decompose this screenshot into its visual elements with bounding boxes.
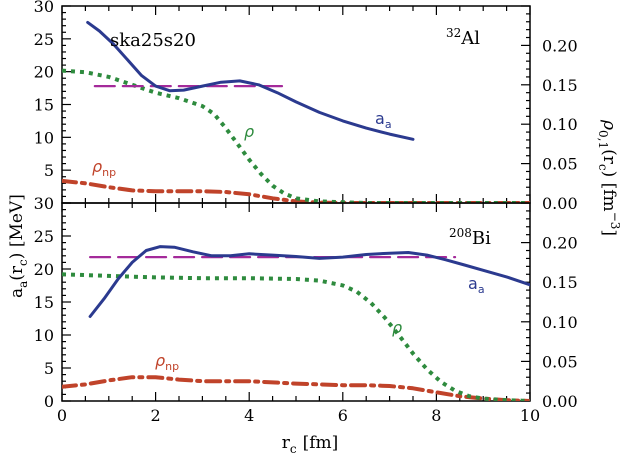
series-label-main: ρ [92,157,102,176]
y-right-tick-label: 0.05 [542,352,578,371]
x-axis-title-main: r [282,433,291,453]
x-tick-label: 6 [338,406,348,425]
rhonp-curve [62,375,530,401]
series-label-main: ρ [392,318,402,337]
series-label-main: ρ [155,351,165,370]
series-label-sub: a [385,118,392,131]
nucleus-mass: 32 [446,26,461,40]
x-tick-label: 10 [520,406,540,425]
y-right-sup: −3 [608,212,622,230]
rho-curve [62,68,530,203]
x-axis-title-unit: [fm] [303,433,339,453]
nucleus-mass: 208 [449,226,472,240]
y-right-tick-label: 0.10 [542,313,578,332]
x-axis-title-sub: c [290,442,297,456]
y-axis-left-title: aa(rc) [MeV] [7,194,30,298]
x-tick-label: 4 [244,406,254,425]
y-right-tick-label: 0.15 [542,76,578,95]
panel-top: 510152025300.000.050.100.150.20aaρρnpska… [34,0,578,213]
series-label: aa [468,274,485,296]
nucleus-symbol: Bi [472,228,491,249]
y-left-tick-label: 30 [34,194,54,213]
nucleus-symbol: Al [460,28,480,49]
y-left-tick-label: 10 [34,326,54,345]
y-left-main: a [7,288,27,298]
y-right-end: ) [fm [599,171,619,212]
y-left-tick-label: 5 [44,359,54,378]
y-left-tick-label: 15 [34,293,54,312]
aa-curve [86,20,415,141]
y-axis-right-title: ρ0,1(rc) [fm−3] [596,119,622,236]
y-right-close: ] [599,229,619,236]
nucleus-label: 208Bi [449,226,491,249]
y-left-tick-label: 0 [44,392,54,411]
y-left-tick-label: 15 [34,96,54,115]
series-label: ρnp [155,351,179,373]
y-left-tick-label: 30 [34,0,54,16]
model-name: ska25s20 [110,30,196,51]
series-label-sub: np [102,166,116,179]
series-label-sub: np [165,360,179,373]
series-label-main: a [468,274,478,293]
y-left-mid: (r [7,265,27,281]
y-right-tick-label: 0.00 [542,194,578,213]
y-right-tick-label: 0.20 [542,234,578,253]
x-axis-title: rc [fm] [282,433,339,456]
series-label-main: a [375,109,385,128]
y-left-tick-label: 5 [44,161,54,180]
series-label: aa [375,109,392,131]
y-left-tick-label: 10 [34,128,54,147]
y-left-tick-label: 25 [34,227,54,246]
y-right-sub1: 0,1 [596,130,610,149]
y-right-sub2: c [596,164,610,171]
series-label: ρ [392,318,402,337]
series-label-main: ρ [244,122,254,141]
y-right-main: ρ [599,119,619,130]
x-tick-label: 2 [151,406,161,425]
y-right-tick-label: 0.05 [542,155,578,174]
rhonp-curve [62,178,530,203]
y-left-tick-label: 25 [34,30,54,49]
series-label-sub: a [478,283,485,296]
x-tick-label: 0 [57,406,67,425]
panel-bottom: 0 2 4 6 8 10 0 5 10 15 20 25 30 0.00 0.05 0.10 0.15 0.20 a… [34,194,578,425]
y-right-tick-label: 0.10 [542,115,578,134]
y-left-end: ) [MeV] [7,194,27,259]
y-right-mid: (r [599,149,619,165]
y-left-sub1: a [16,281,30,288]
y-right-tick-label: 0.15 [542,273,578,292]
y-left-tick-label: 20 [34,63,54,82]
y-right-tick-label: 0.20 [542,36,578,55]
series-label: ρ [244,122,254,141]
aa-curve [88,245,530,318]
nucleus-label: 32Al [446,26,480,49]
x-tick-label: 8 [431,406,441,425]
y-left-tick-label: 20 [34,260,54,279]
y-right-tick-label: 0.00 [542,392,578,411]
series-label: ρnp [92,157,116,179]
y-left-sub2: c [16,259,30,266]
rho-curve [62,272,530,401]
